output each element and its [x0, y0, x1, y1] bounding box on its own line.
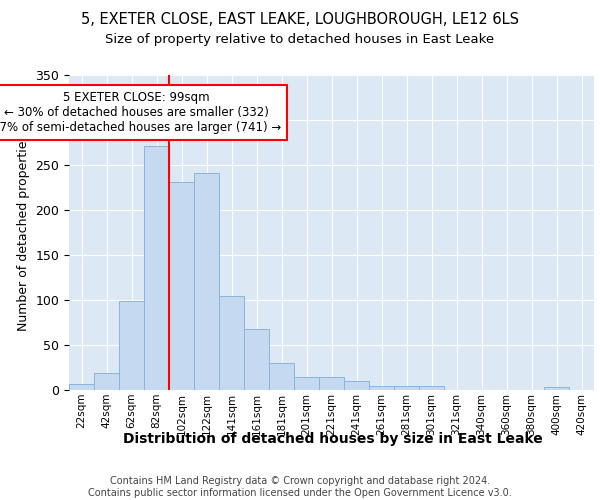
Bar: [244, 329, 269, 390]
Bar: [369, 386, 394, 390]
Bar: [344, 381, 369, 390]
Bar: [394, 386, 419, 390]
Bar: [219, 296, 244, 390]
Bar: [169, 182, 194, 390]
Y-axis label: Number of detached properties: Number of detached properties: [17, 134, 30, 331]
Bar: [94, 373, 119, 390]
Bar: [319, 378, 344, 390]
Bar: [194, 173, 219, 390]
Text: Distribution of detached houses by size in East Leake: Distribution of detached houses by size …: [123, 432, 543, 446]
Text: Size of property relative to detached houses in East Leake: Size of property relative to detached ho…: [106, 32, 494, 46]
Bar: [544, 388, 569, 390]
Text: 5 EXETER CLOSE: 99sqm
← 30% of detached houses are smaller (332)
67% of semi-det: 5 EXETER CLOSE: 99sqm ← 30% of detached …: [0, 91, 281, 134]
Bar: [69, 384, 94, 390]
Bar: [269, 363, 294, 390]
Text: 5, EXETER CLOSE, EAST LEAKE, LOUGHBOROUGH, LE12 6LS: 5, EXETER CLOSE, EAST LEAKE, LOUGHBOROUG…: [81, 12, 519, 28]
Bar: [119, 301, 144, 390]
Text: Contains HM Land Registry data © Crown copyright and database right 2024.
Contai: Contains HM Land Registry data © Crown c…: [88, 476, 512, 498]
Bar: [294, 376, 319, 390]
Bar: [144, 146, 169, 390]
Bar: [419, 386, 444, 390]
